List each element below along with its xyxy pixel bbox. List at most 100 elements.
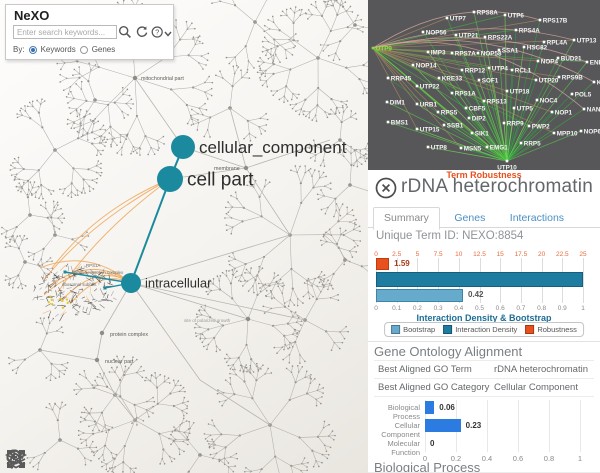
go-bar-label: Biological Process bbox=[387, 403, 420, 421]
gene-node[interactable] bbox=[512, 106, 516, 110]
gene-node[interactable] bbox=[519, 141, 523, 145]
gene-node[interactable] bbox=[426, 145, 430, 149]
tab-interactions[interactable]: Interactions bbox=[509, 212, 565, 224]
search-input[interactable] bbox=[13, 25, 117, 39]
gene-node[interactable] bbox=[371, 46, 375, 50]
bottom-axis-title: Interaction Density & Bootstrap bbox=[416, 313, 552, 323]
tab-summary[interactable]: Summary bbox=[373, 207, 440, 230]
gene-node[interactable] bbox=[582, 107, 586, 111]
gene-node[interactable] bbox=[556, 56, 560, 60]
gene-node[interactable] bbox=[502, 121, 506, 125]
gene-node[interactable] bbox=[514, 28, 518, 32]
gene-node[interactable] bbox=[411, 63, 415, 67]
gene-node[interactable] bbox=[437, 76, 441, 80]
gene-node[interactable] bbox=[415, 84, 419, 88]
top-axis-tick: 0 bbox=[374, 251, 378, 258]
gene-node[interactable] bbox=[450, 51, 454, 55]
svg-text:membrane: membrane bbox=[214, 166, 240, 172]
gene-node[interactable] bbox=[445, 16, 449, 20]
gene-node[interactable] bbox=[592, 80, 596, 84]
gene-node[interactable] bbox=[472, 10, 476, 14]
gene-node[interactable] bbox=[454, 33, 458, 37]
gene-node[interactable] bbox=[426, 50, 430, 54]
term-node[interactable] bbox=[157, 166, 183, 192]
gene-node[interactable] bbox=[487, 66, 491, 70]
gene-node[interactable] bbox=[442, 123, 446, 127]
go-axis-tick: 1 bbox=[577, 454, 583, 463]
gene-node[interactable] bbox=[534, 78, 538, 82]
gene-node[interactable] bbox=[459, 146, 463, 150]
collapse-icon[interactable] bbox=[8, 447, 121, 471]
chevron-down-icon[interactable] bbox=[163, 29, 177, 43]
gene-node[interactable] bbox=[542, 40, 546, 44]
gene-node[interactable] bbox=[482, 99, 486, 103]
gene-node[interactable] bbox=[536, 59, 540, 63]
gene-node[interactable] bbox=[436, 110, 440, 114]
gene-node[interactable] bbox=[385, 100, 389, 104]
ontology-canvas[interactable]: mitochondrial part membrane protein comple… bbox=[0, 0, 368, 473]
gene-node[interactable] bbox=[550, 110, 554, 114]
layers-icon[interactable] bbox=[4, 447, 176, 471]
term-node-label: cellular_component bbox=[199, 138, 347, 157]
gene-node[interactable] bbox=[538, 18, 542, 22]
term-node[interactable] bbox=[171, 135, 195, 159]
zoom-out-icon[interactable] bbox=[6, 447, 59, 471]
interaction-network-panel[interactable]: UTP7 RPS8A UTP6 RPS17B NOP56 UTP21 RPS22A RPS4A… bbox=[368, 0, 600, 170]
gene-label: RRP45 bbox=[391, 75, 412, 82]
gene-node[interactable] bbox=[585, 60, 589, 64]
fit-to-screen-icon[interactable] bbox=[7, 447, 90, 471]
term-node[interactable] bbox=[121, 273, 141, 293]
gene-node[interactable] bbox=[467, 116, 471, 120]
gene-label: EMG1 bbox=[490, 144, 508, 151]
gene-node[interactable] bbox=[386, 76, 390, 80]
chart-legend: Bootstrap Interaction Density Robustness bbox=[384, 322, 584, 337]
go-axis-tick: 0.8 bbox=[543, 454, 555, 463]
ontology-graph[interactable]: mitochondrial part membrane protein comple… bbox=[0, 0, 368, 473]
gene-node[interactable] bbox=[572, 38, 576, 42]
gene-node[interactable] bbox=[552, 131, 556, 135]
gene-node[interactable] bbox=[497, 48, 501, 52]
gene-node[interactable] bbox=[460, 68, 464, 72]
gene-label: RPS17B bbox=[543, 17, 568, 24]
gene-node[interactable] bbox=[535, 98, 539, 102]
gene-node[interactable] bbox=[415, 102, 419, 106]
radio-keywords-label: Keywords bbox=[40, 45, 76, 54]
gene-node[interactable] bbox=[421, 30, 425, 34]
gene-label: RPS4A bbox=[519, 27, 540, 34]
svg-text:nuclear part: nuclear part bbox=[105, 359, 134, 365]
gene-label: UTP4 bbox=[492, 65, 509, 72]
gene-node[interactable] bbox=[510, 68, 514, 72]
gene-node[interactable] bbox=[464, 106, 468, 110]
gene-node[interactable] bbox=[570, 92, 574, 96]
tab-genes[interactable]: Genes bbox=[454, 212, 486, 224]
gene-node[interactable] bbox=[505, 89, 509, 93]
gene-node[interactable] bbox=[505, 159, 509, 163]
gene-node[interactable] bbox=[579, 129, 583, 133]
divider bbox=[374, 378, 594, 379]
gene-node[interactable] bbox=[522, 45, 526, 49]
term-detail-panel: rDNA heterochromatin Summary Genes Inter… bbox=[368, 170, 600, 473]
radio-keywords[interactable] bbox=[28, 45, 37, 54]
refresh-icon[interactable] bbox=[135, 25, 149, 39]
gene-node[interactable] bbox=[470, 131, 474, 135]
gene-label: MPP10 bbox=[557, 130, 578, 137]
gene-node[interactable] bbox=[483, 35, 487, 39]
gene-node[interactable] bbox=[476, 51, 480, 55]
gene-node[interactable] bbox=[450, 91, 454, 95]
gene-node[interactable] bbox=[527, 124, 531, 128]
top-axis-tick: 15 bbox=[496, 251, 504, 258]
gene-node[interactable] bbox=[485, 145, 489, 149]
gene-node[interactable] bbox=[386, 120, 390, 124]
close-icon[interactable] bbox=[375, 177, 397, 199]
gene-label: RCL1 bbox=[515, 67, 532, 74]
gene-node[interactable] bbox=[557, 75, 561, 79]
legend-label: Interaction Density bbox=[455, 325, 518, 334]
gene-node[interactable] bbox=[477, 78, 481, 82]
radio-genes[interactable] bbox=[79, 45, 88, 54]
search-icon[interactable] bbox=[118, 25, 132, 39]
gene-node[interactable] bbox=[503, 13, 507, 17]
help-icon[interactable]: ? bbox=[151, 25, 165, 39]
gene-label: UTP20 bbox=[539, 77, 559, 84]
gene-node[interactable] bbox=[415, 127, 419, 131]
interaction-network-graph[interactable]: UTP7 RPS8A UTP6 RPS17B NOP56 UTP21 RPS22A RPS4A… bbox=[368, 0, 600, 170]
